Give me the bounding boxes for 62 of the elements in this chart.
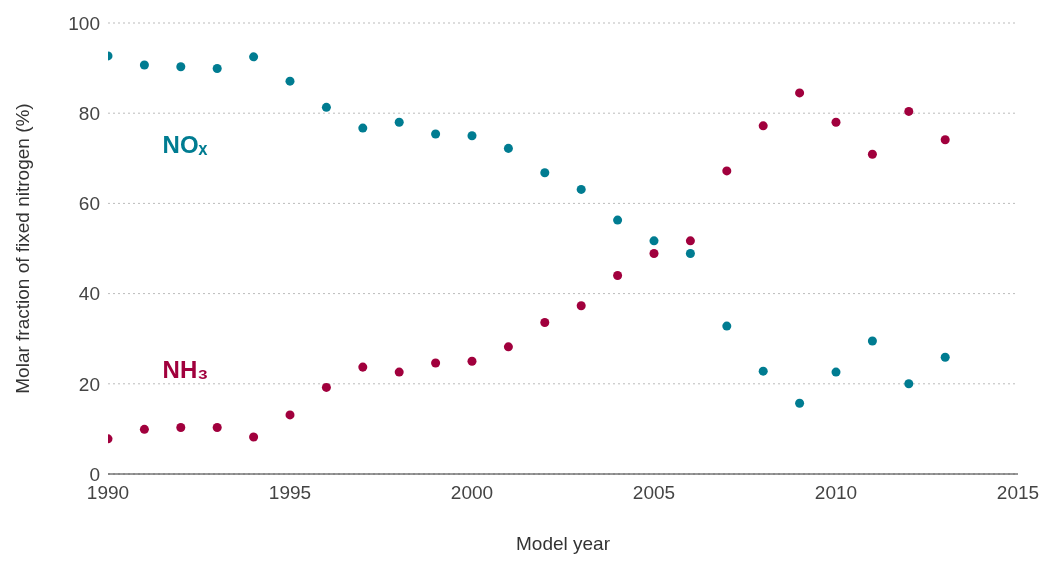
y-tick-label: 60: [78, 193, 100, 215]
point: [685, 248, 695, 258]
point: [576, 301, 586, 311]
y-tick-label: 0: [89, 463, 100, 485]
point: [139, 424, 149, 434]
point: [176, 423, 186, 433]
point: [394, 367, 404, 377]
point: [431, 358, 441, 368]
point: [867, 336, 877, 346]
point: [758, 121, 768, 131]
x-tick-label: 2000: [450, 482, 494, 504]
x-tick-label: 2015: [996, 482, 1040, 504]
point: [285, 410, 295, 420]
point: [249, 432, 259, 442]
point: [139, 60, 149, 70]
point: [904, 106, 914, 116]
y-tick-label: 100: [68, 12, 100, 34]
x-tick-label: 1990: [86, 482, 130, 504]
point: [758, 366, 768, 376]
point: [904, 379, 914, 389]
point: [176, 62, 186, 72]
point: [285, 76, 295, 86]
y-tick-label: 20: [78, 373, 100, 395]
point: [867, 149, 877, 159]
x-axis-title: Model year: [516, 533, 611, 554]
point: [394, 117, 404, 127]
point: [685, 236, 695, 246]
text: NOₓ: [162, 130, 208, 159]
point: [940, 135, 950, 145]
point: [358, 362, 368, 372]
point: [940, 352, 950, 362]
point: [613, 271, 623, 281]
point: [722, 166, 732, 176]
point: [503, 342, 513, 352]
point: [795, 88, 805, 98]
point: [540, 168, 550, 178]
point: [722, 321, 732, 331]
point: [321, 382, 331, 392]
point: [576, 184, 586, 194]
y-axis-title: Molar fraction of fixed nitrogen (%): [11, 103, 33, 394]
point: [467, 356, 477, 366]
point: [503, 143, 513, 153]
point: [212, 423, 222, 433]
point: [831, 367, 841, 377]
point: [358, 123, 368, 133]
y-tick-label: 40: [78, 283, 100, 305]
y-tick-label: 80: [78, 102, 100, 124]
point: [321, 102, 331, 112]
point: [540, 317, 550, 327]
series-label: NH₃: [162, 356, 209, 385]
point: [431, 129, 441, 139]
point: [212, 64, 222, 74]
point: [649, 248, 659, 258]
point: [249, 52, 259, 62]
point: [649, 236, 659, 246]
point: [795, 398, 805, 408]
x-tick-label: 1995: [268, 482, 312, 504]
x-tick-label: 2005: [632, 482, 676, 504]
x-tick-label: 2010: [814, 482, 858, 504]
point: [613, 215, 623, 225]
point: [467, 131, 477, 141]
point: [831, 117, 841, 127]
